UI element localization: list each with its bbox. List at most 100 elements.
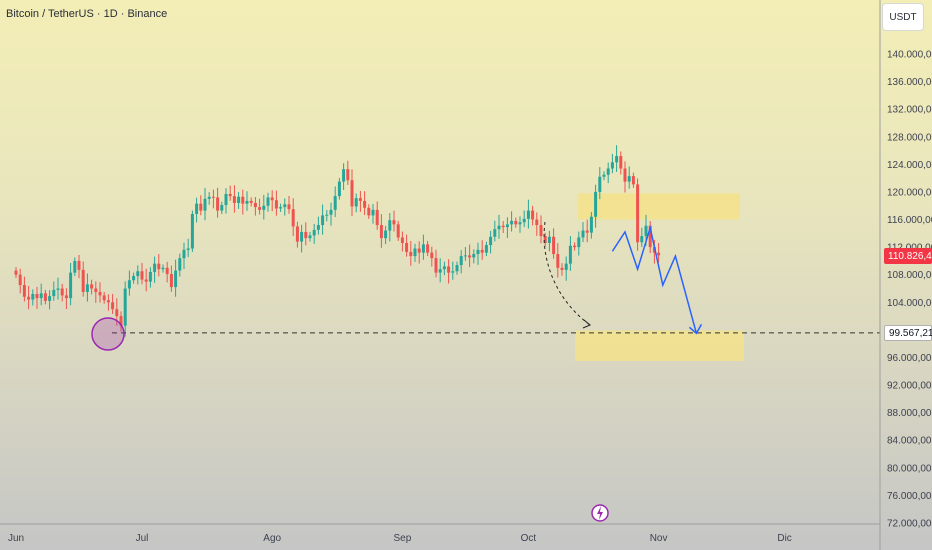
candle <box>98 282 102 303</box>
candle <box>64 288 68 310</box>
candle <box>56 277 60 300</box>
candle-body <box>245 200 249 204</box>
candle-body <box>501 225 505 228</box>
candle-body <box>190 214 194 249</box>
resistance-zone <box>578 193 740 220</box>
candle-body <box>384 230 388 239</box>
last-price-tag: 110.826,43 <box>884 248 932 264</box>
candle <box>539 215 543 244</box>
candle-body <box>472 254 476 258</box>
candlestick-series <box>14 145 661 337</box>
candle <box>266 192 270 212</box>
candle <box>493 220 497 242</box>
chart-annotations <box>91 221 880 351</box>
price-tick-label: 136.000,00 <box>887 77 932 88</box>
candle-body <box>518 222 522 225</box>
candle <box>325 210 329 222</box>
candle-body <box>375 209 379 226</box>
candle <box>60 283 64 302</box>
candle <box>237 192 241 209</box>
candle-body <box>312 229 316 236</box>
candle-body <box>241 196 245 204</box>
candle <box>94 281 98 303</box>
candle <box>190 210 194 252</box>
candle <box>472 249 476 264</box>
support-zone <box>575 330 744 361</box>
candle <box>111 293 115 314</box>
time-tick-label: Jul <box>136 533 149 544</box>
candle <box>195 197 199 223</box>
candle <box>594 184 598 228</box>
candle <box>480 240 484 260</box>
candle-body <box>132 276 136 281</box>
candle-body <box>295 226 299 242</box>
candle-body <box>539 225 543 237</box>
candle <box>615 145 619 172</box>
candle-body <box>400 237 404 243</box>
candle-body <box>291 209 295 227</box>
currency-badge[interactable]: USDT <box>882 3 924 31</box>
time-tick-label: Ago <box>263 533 281 544</box>
candle-body <box>468 255 472 258</box>
candle-body <box>455 265 459 272</box>
candle-body <box>60 288 64 296</box>
candle-body <box>304 231 308 239</box>
candle-body <box>442 266 446 270</box>
candle-body <box>308 235 312 239</box>
candle-body <box>73 260 77 273</box>
candle-body <box>648 225 652 248</box>
candle-body <box>224 194 228 206</box>
candle-body <box>451 271 455 273</box>
candle <box>384 225 388 245</box>
candle-body <box>493 229 497 237</box>
candle <box>153 256 157 283</box>
candle <box>589 212 593 239</box>
candle-body <box>329 209 333 215</box>
candle <box>610 153 614 174</box>
price-tick-label: 104.000,00 <box>887 298 932 309</box>
candle <box>657 242 661 263</box>
candle-body <box>253 202 257 208</box>
candle-body <box>316 225 320 230</box>
candle <box>346 160 350 185</box>
candle-body <box>396 224 400 238</box>
price-tick-label: 84.000,00 <box>887 436 932 447</box>
candle <box>564 256 568 281</box>
candle <box>606 162 610 184</box>
candle-body <box>556 254 560 268</box>
swing-low-circle <box>91 317 125 351</box>
candle-body <box>371 209 375 216</box>
candle <box>22 276 26 302</box>
candle <box>232 185 236 213</box>
candle <box>413 243 417 263</box>
candle-body <box>577 237 581 248</box>
price-tick-label: 80.000,00 <box>887 463 932 474</box>
candle <box>518 216 522 233</box>
candle <box>459 250 463 274</box>
candle <box>186 238 190 258</box>
candle-body <box>589 216 593 233</box>
time-scale[interactable]: Jun Jul Ago Sep Oct Nov Dic <box>8 533 792 544</box>
candle <box>140 262 144 285</box>
candle <box>279 203 283 212</box>
candle <box>417 241 421 264</box>
candle-body <box>98 291 102 296</box>
candle <box>396 220 400 241</box>
candle <box>220 201 224 215</box>
candle <box>27 285 31 310</box>
candle-body <box>274 200 278 209</box>
event-marker[interactable] <box>591 504 609 522</box>
candle <box>245 191 249 211</box>
candle <box>577 231 581 256</box>
time-tick-label: Sep <box>394 533 412 544</box>
candle-body <box>552 236 556 255</box>
candle-body <box>531 210 535 220</box>
candle <box>392 210 396 232</box>
price-scale[interactable]: 140.000,00 136.000,00 132.000,00 128.000,00… <box>887 50 932 530</box>
candle <box>442 261 446 276</box>
candle-body <box>413 248 417 257</box>
projection-arrowhead <box>688 323 703 335</box>
candle-body <box>363 200 367 208</box>
candle-body <box>459 256 463 266</box>
